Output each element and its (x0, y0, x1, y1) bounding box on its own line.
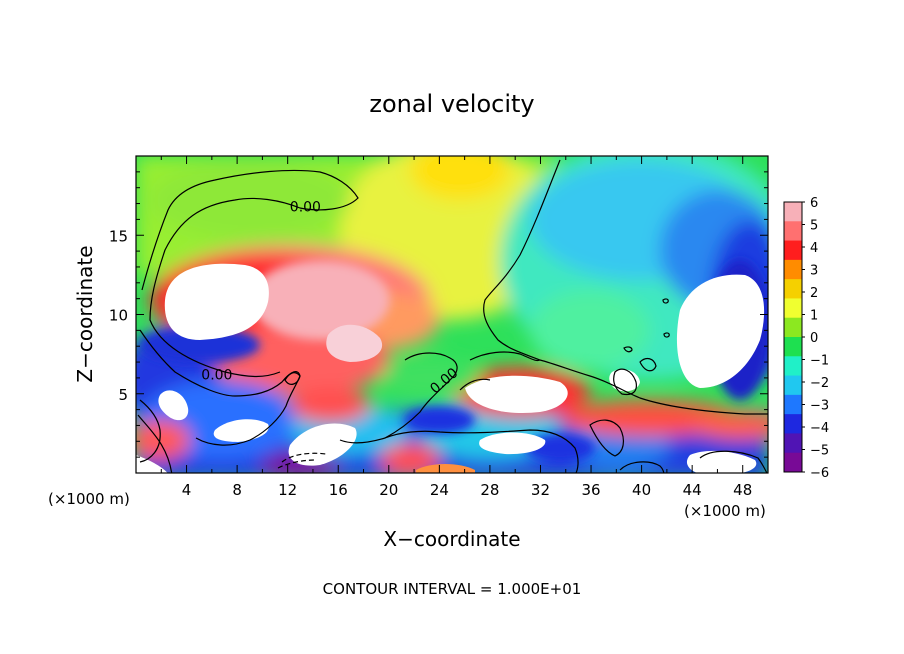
x-axis-label: X−coordinate (383, 527, 520, 551)
x-tick-label: 4 (182, 481, 192, 499)
x-tick-label: 16 (329, 481, 348, 499)
x-unit-left: (×1000 m) (48, 490, 130, 508)
y-tick-label: 15 (109, 227, 128, 245)
x-tick-label: 44 (683, 481, 702, 499)
x-tick-label: 32 (531, 481, 550, 499)
colorbar-segment (784, 452, 802, 473)
colorbar-label: 3 (810, 264, 818, 279)
y-axis-label: Z−coordinate (73, 245, 97, 382)
y-tick-label: 10 (109, 307, 128, 325)
colorbar-label: 6 (810, 196, 818, 211)
colorbar-label: −2 (810, 376, 829, 391)
x-unit-right: (×1000 m) (684, 502, 766, 520)
colorbar-labels: 6 5 4 3 2 1 0 −1 −2 −3 −4 −5 −6 (810, 196, 829, 481)
velocity-field (136, 156, 768, 473)
colorbar (783, 201, 805, 473)
colorbar-segment (784, 279, 802, 299)
colorbar-label: −5 (810, 444, 829, 459)
colorbar-segment (784, 259, 802, 280)
colorbar-segment (784, 202, 802, 222)
x-tick-labels: 4 8 12 16 20 24 28 32 36 40 44 48 (182, 481, 752, 499)
colorbar-label: 1 (810, 309, 818, 324)
x-tick-label: 28 (480, 481, 499, 499)
colorbar-segment (784, 221, 802, 242)
x-tick-label: 48 (733, 481, 752, 499)
colorbar-label: 2 (810, 286, 818, 301)
colorbar-segment (784, 298, 802, 319)
colorbar-label: −4 (810, 421, 829, 436)
x-tick-label: 36 (581, 481, 600, 499)
colorbar-segment (784, 317, 802, 338)
axis-ticks (136, 156, 768, 473)
colorbar-segment (784, 240, 802, 261)
x-tick-label: 40 (632, 481, 651, 499)
colorbar-segment (784, 414, 802, 434)
colorbar-segment (784, 337, 802, 357)
colorbar-label: −3 (810, 399, 829, 414)
y-tick-label: 5 (118, 386, 128, 404)
colorbar-segment (784, 356, 802, 377)
colorbar-label: 4 (810, 241, 818, 256)
colorbar-segment (784, 433, 802, 454)
y-tick-labels: 5 10 15 (109, 227, 128, 404)
colorbar-label: −1 (810, 354, 829, 369)
colorbar-label: −6 (810, 466, 829, 481)
contour-interval-footer: CONTOUR INTERVAL = 1.000E+01 (323, 580, 582, 598)
colorbar-label: 0 (810, 331, 818, 346)
contour-lines (137, 159, 768, 473)
colorbar-label: 5 (810, 219, 818, 234)
colorbar-segment (784, 375, 802, 396)
contour-label: 0.00 (290, 199, 321, 215)
colorbar-segment (784, 394, 802, 415)
x-tick-label: 12 (278, 481, 297, 499)
x-tick-label: 20 (379, 481, 398, 499)
x-tick-label: 8 (232, 481, 242, 499)
contour-label: 0.00 (201, 367, 232, 383)
chart-title: zonal velocity (369, 90, 534, 118)
x-tick-label: 24 (430, 481, 449, 499)
